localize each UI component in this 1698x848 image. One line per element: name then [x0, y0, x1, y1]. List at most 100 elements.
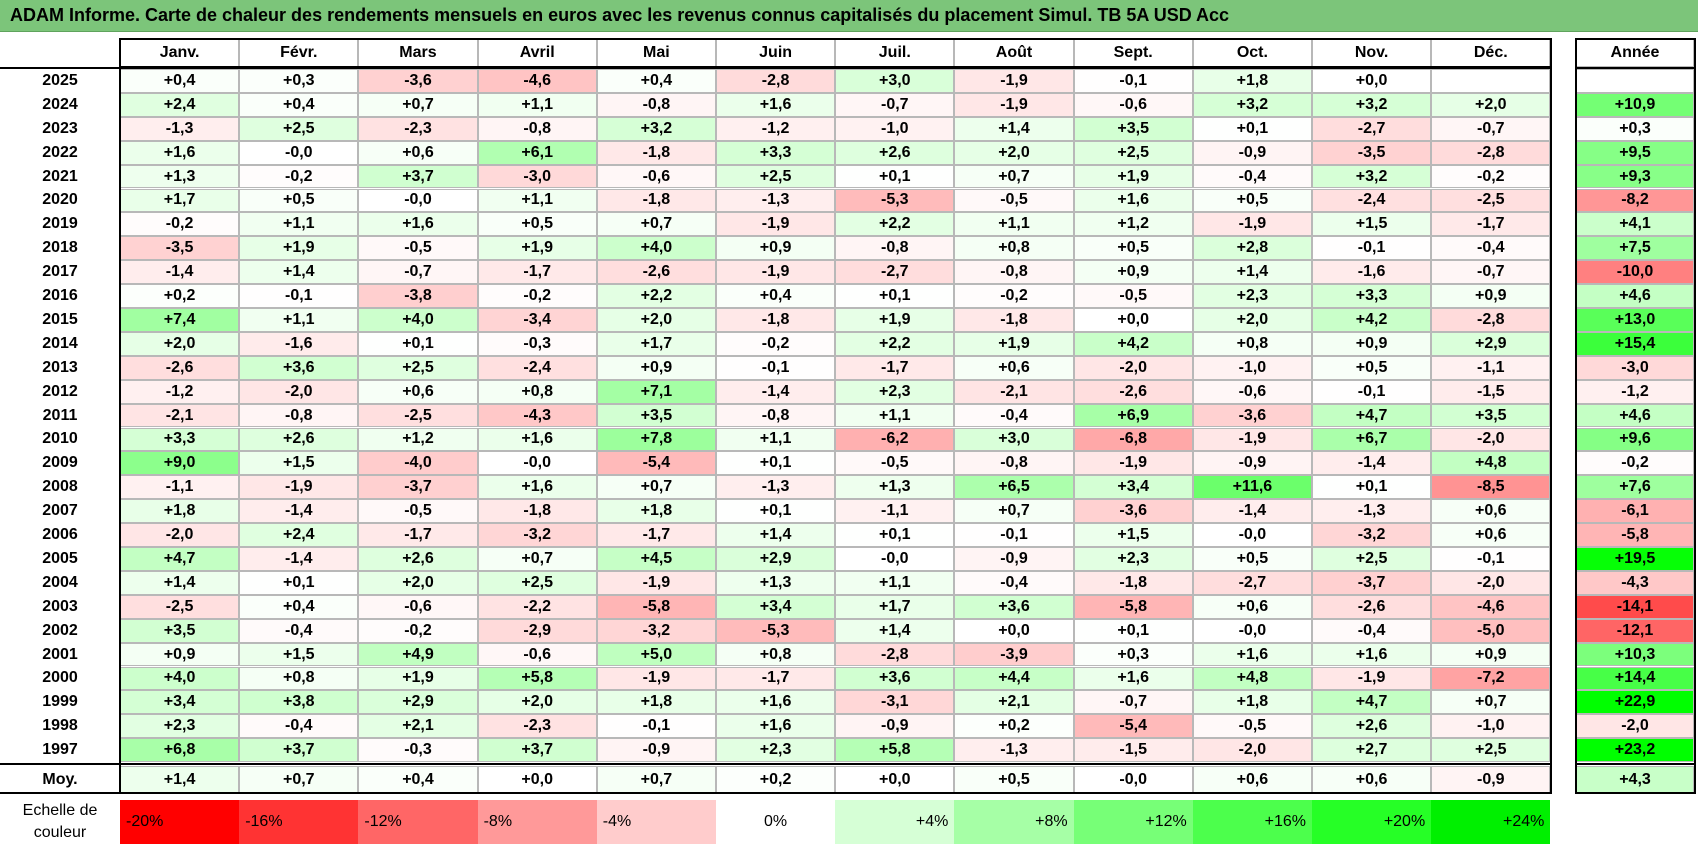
annual-cell: -0,2	[1576, 451, 1694, 476]
heatmap-cell: +0,5	[1192, 547, 1312, 571]
month-header: Juin	[716, 39, 836, 67]
month-header: Févr.	[239, 39, 359, 67]
heatmap-cell: +2,5	[477, 570, 597, 595]
heatmap-cell: -4,3	[477, 403, 597, 428]
average-cell: +1,4	[120, 766, 240, 794]
annual-average-separator	[1575, 763, 1696, 766]
heatmap-cell: -0,2	[358, 618, 478, 643]
heatmap-cell: -0,4	[1312, 618, 1432, 643]
heatmap-cell: -2,0	[1431, 570, 1551, 595]
heatmap-cell: +1,9	[1073, 164, 1193, 189]
year-label: 2005	[0, 547, 120, 571]
heatmap-cell: +3,8	[239, 690, 359, 715]
month-header: Juil.	[835, 39, 955, 67]
heatmap-cell: +4,2	[1073, 331, 1193, 356]
heatmap-cell: -0,8	[954, 451, 1074, 476]
annual-cell: +14,4	[1576, 666, 1694, 691]
average-separator	[0, 763, 1553, 766]
annual-cell: +4,6	[1576, 284, 1694, 308]
heatmap-cell: +1,4	[1192, 260, 1312, 285]
heatmap-cell: +0,4	[596, 69, 716, 93]
annual-cell: -14,1	[1576, 594, 1694, 619]
heatmap-cell: -0,7	[1073, 690, 1193, 715]
heatmap-cell: -1,8	[477, 499, 597, 524]
heatmap-cell: +2,6	[835, 140, 955, 165]
heatmap-cell: +1,1	[716, 427, 836, 452]
annual-cell: +22,9	[1576, 690, 1694, 715]
heatmap-cell: +2,5	[239, 116, 359, 141]
heatmap-cell: +1,6	[1312, 642, 1432, 667]
heatmap-cell: -1,9	[954, 92, 1074, 117]
heatmap-cell: -1,2	[120, 379, 240, 404]
heatmap-cell: -3,2	[1312, 523, 1432, 547]
heatmap-cell: -0,9	[954, 547, 1074, 571]
heatmap-cell: -4,0	[358, 451, 478, 476]
heatmap-cell: +4,0	[120, 666, 240, 691]
heatmap-cell: -0,4	[1431, 236, 1551, 261]
year-label: 2010	[0, 427, 120, 452]
average-cell: +0,0	[477, 766, 597, 794]
heatmap-cell: -0,0	[477, 451, 597, 476]
annual-cell: +10,3	[1576, 642, 1694, 667]
month-header: Déc.	[1431, 39, 1551, 67]
annual-cell: -2,0	[1576, 714, 1694, 739]
heatmap-cell: -3,6	[1073, 499, 1193, 524]
heatmap-cell: -0,8	[954, 260, 1074, 285]
heatmap-cell: +11,6	[1192, 475, 1312, 500]
year-label: 2000	[0, 666, 120, 691]
heatmap-cell: +1,1	[835, 403, 955, 428]
heatmap-cell: +3,4	[1073, 475, 1193, 500]
heatmap-cell: -0,2	[120, 212, 240, 237]
year-label: 1997	[0, 738, 120, 763]
scale-swatch: +8%	[954, 800, 1074, 844]
heatmap-cell: -2,8	[716, 69, 836, 93]
heatmap-cell: +6,8	[120, 738, 240, 763]
heatmap-cell: -2,3	[358, 116, 478, 141]
heatmap-cell: +2,0	[1431, 92, 1551, 117]
year-label: 2006	[0, 523, 120, 547]
annual-cell: +15,4	[1576, 331, 1694, 356]
heatmap-cell: -2,9	[477, 618, 597, 643]
heatmap-cell: -1,3	[1312, 499, 1432, 524]
heatmap-cell: -1,8	[954, 308, 1074, 332]
heatmap-cell: -5,8	[596, 594, 716, 619]
heatmap-cell: +0,5	[1312, 355, 1432, 380]
heatmap-cell: -1,2	[716, 116, 836, 141]
month-header: Avril	[477, 39, 597, 67]
heatmap-cell: +2,2	[835, 331, 955, 356]
heatmap-cell: +3,2	[1312, 164, 1432, 189]
heatmap-cell: -1,9	[1192, 212, 1312, 237]
heatmap-cell: +1,1	[477, 92, 597, 117]
heatmap-cell: -1,3	[120, 116, 240, 141]
heatmap-cell: +0,6	[1431, 523, 1551, 547]
average-annual-cell: +4,3	[1576, 766, 1694, 794]
heatmap-cell: -1,3	[954, 738, 1074, 763]
heatmap-cell: -1,4	[716, 379, 836, 404]
heatmap-cell: +3,4	[120, 690, 240, 715]
heatmap-cell: -2,6	[1312, 594, 1432, 619]
heatmap-cell: +1,6	[358, 212, 478, 237]
heatmap-cell: +1,4	[120, 570, 240, 595]
year-label: 2024	[0, 92, 120, 117]
heatmap-cell: -0,5	[1192, 714, 1312, 739]
heatmap-cell: +2,9	[358, 690, 478, 715]
heatmap-cell: +1,9	[835, 308, 955, 332]
heatmap-cell: -0,9	[596, 738, 716, 763]
heatmap-cell: +0,1	[239, 570, 359, 595]
heatmap-cell: -1,8	[716, 308, 836, 332]
heatmap-cell: +2,9	[716, 547, 836, 571]
year-label: 2011	[0, 403, 120, 428]
heatmap-cell: -1,4	[239, 499, 359, 524]
heatmap-cell: -1,9	[596, 570, 716, 595]
heatmap-cell: -5,4	[596, 451, 716, 476]
heatmap-cell: -6,8	[1073, 427, 1193, 452]
heatmap-cell: -1,7	[596, 523, 716, 547]
heatmap-cell: +0,1	[716, 499, 836, 524]
heatmap-cell: +7,8	[596, 427, 716, 452]
year-label: 2009	[0, 451, 120, 476]
heatmap-cell: +2,7	[1312, 738, 1432, 763]
heatmap-cell: +0,5	[477, 212, 597, 237]
heatmap-cell: +0,3	[239, 69, 359, 93]
heatmap-cell: -0,9	[1192, 451, 1312, 476]
